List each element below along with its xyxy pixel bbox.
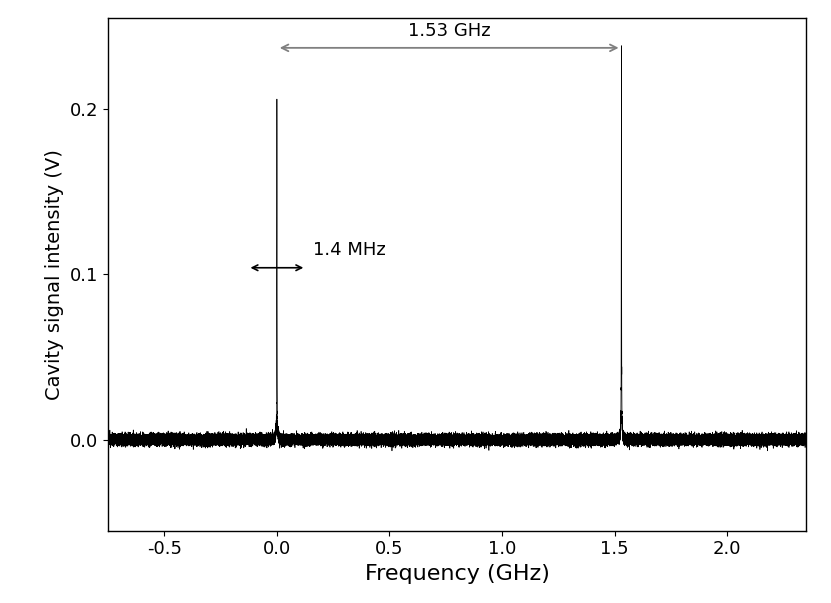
X-axis label: Frequency (GHz): Frequency (GHz) xyxy=(365,564,549,584)
Y-axis label: Cavity signal intensity (V): Cavity signal intensity (V) xyxy=(45,149,64,400)
Text: 1.53 GHz: 1.53 GHz xyxy=(408,22,490,40)
Text: 1.4 MHz: 1.4 MHz xyxy=(313,241,386,259)
